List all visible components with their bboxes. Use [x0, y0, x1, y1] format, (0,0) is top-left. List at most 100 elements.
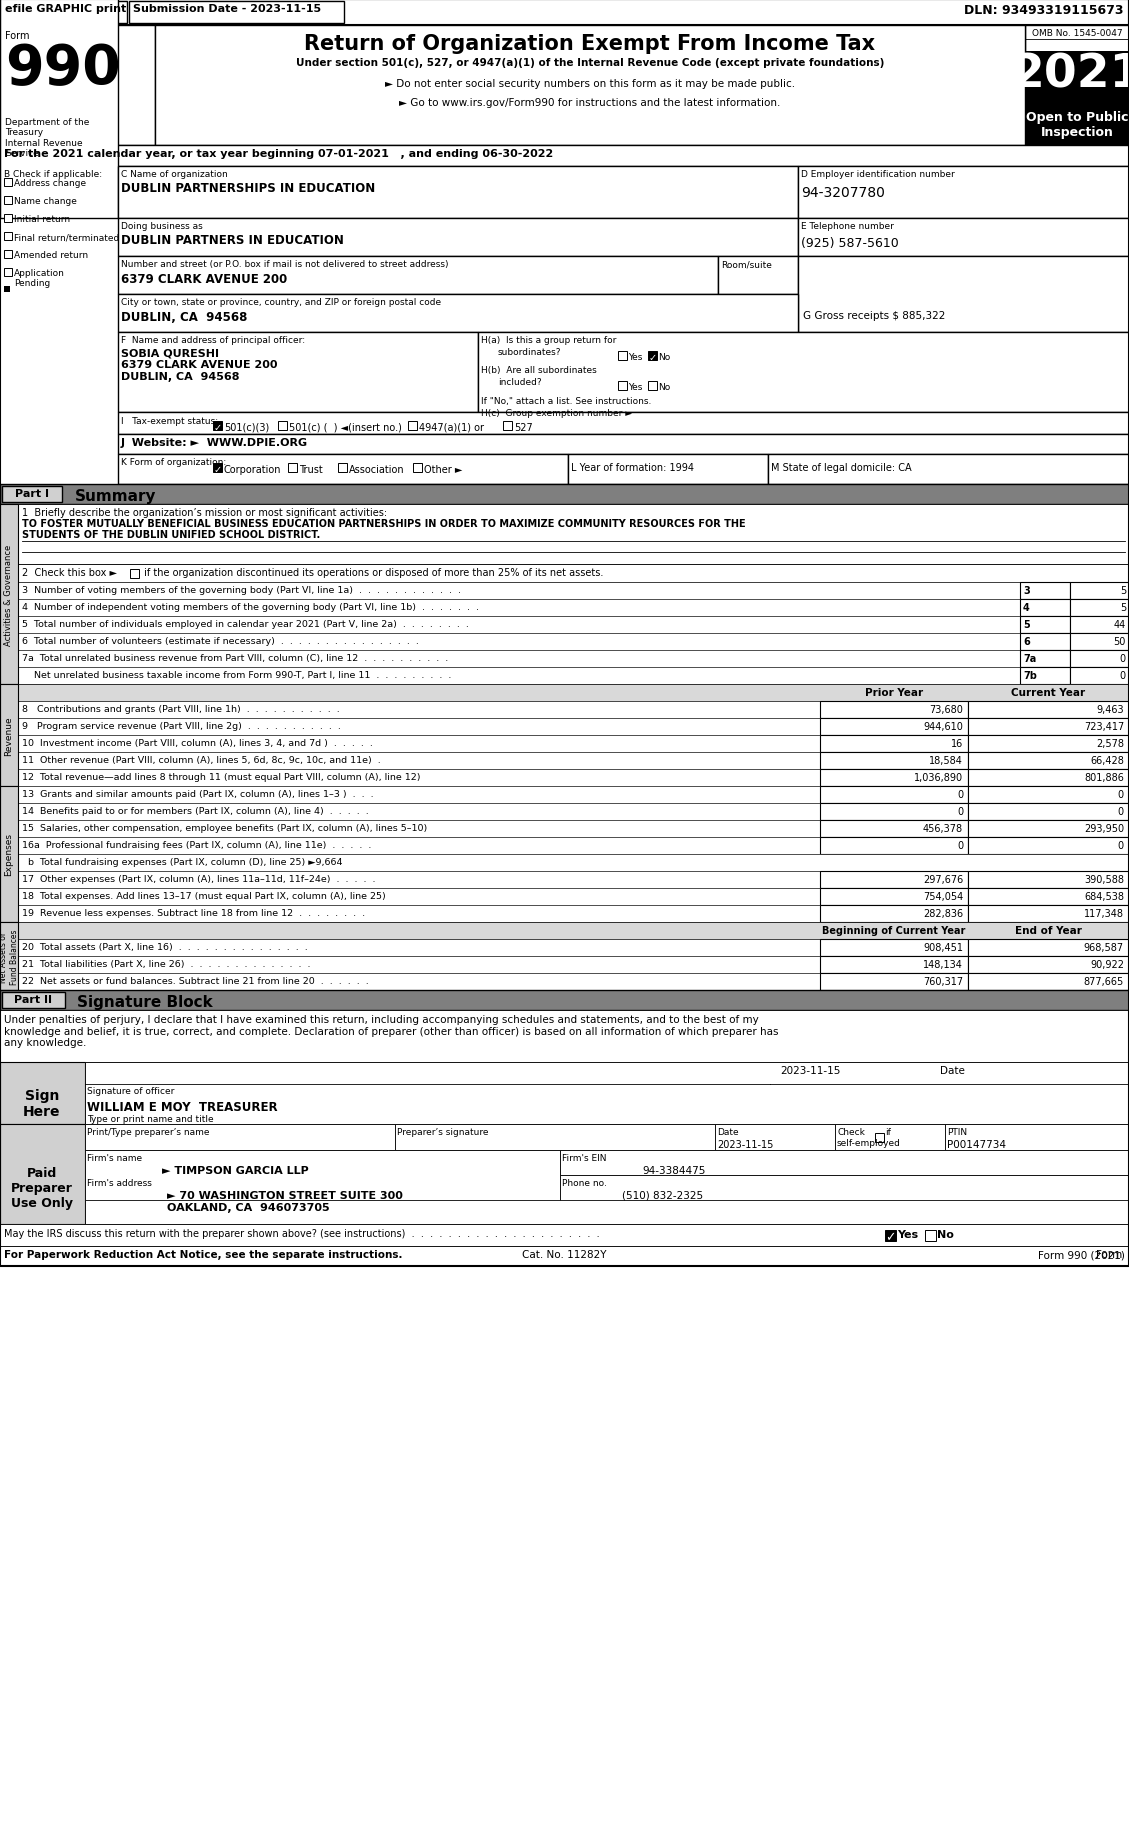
Bar: [1025, 26, 1129, 146]
Text: B Check if applicable:: B Check if applicable:: [5, 170, 102, 179]
Text: 16: 16: [951, 739, 963, 748]
Text: Under penalties of perjury, I declare that I have examined this return, includin: Under penalties of perjury, I declare th…: [5, 1014, 779, 1047]
Text: Date: Date: [717, 1127, 738, 1136]
Bar: [5, 251, 12, 258]
Text: Return of Organization Exempt From Income Tax: Return of Organization Exempt From Incom…: [305, 35, 876, 53]
Text: Form 990 (2021): Form 990 (2021): [1039, 1250, 1124, 1259]
Bar: [1070, 600, 1129, 617]
Text: 990: 990: [5, 42, 121, 95]
Bar: [945, 1124, 1129, 1151]
Text: No: No: [658, 353, 671, 362]
Text: Room/suite: Room/suite: [721, 260, 772, 269]
Text: DLN: 93493319115673: DLN: 93493319115673: [964, 4, 1124, 16]
Text: 3  Number of voting members of the governing body (Part VI, line 1a)  .  .  .  .: 3 Number of voting members of the govern…: [21, 586, 461, 595]
Bar: [0, 0, 119, 220]
Text: Yes: Yes: [898, 1230, 918, 1239]
Text: 4947(a)(1) or: 4947(a)(1) or: [419, 423, 484, 432]
Text: 0: 0: [1120, 653, 1126, 664]
Text: 50: 50: [1113, 637, 1126, 646]
Bar: [820, 787, 968, 803]
Bar: [715, 1124, 835, 1151]
Text: 297,676: 297,676: [922, 875, 963, 884]
Text: Phone no.: Phone no.: [562, 1179, 607, 1188]
Bar: [119, 436, 1129, 454]
Text: I   Tax-exempt status:: I Tax-exempt status:: [121, 417, 218, 426]
Text: ✓: ✓: [213, 423, 221, 432]
Text: 11  Other revenue (Part VIII, column (A), lines 5, 6d, 8c, 9c, 10c, and 11e)  .: 11 Other revenue (Part VIII, column (A),…: [21, 756, 380, 765]
Bar: [119, 295, 798, 333]
Text: 2023-11-15: 2023-11-15: [780, 1065, 840, 1076]
Bar: [925, 1230, 936, 1241]
Text: 12  Total revenue—add lines 8 through 11 (must equal Part VIII, column (A), line: 12 Total revenue—add lines 8 through 11 …: [21, 772, 420, 781]
Bar: [18, 871, 820, 889]
Bar: [820, 719, 968, 736]
Text: Paid
Preparer
Use Only: Paid Preparer Use Only: [11, 1166, 73, 1210]
Text: L Year of formation: 1994: L Year of formation: 1994: [571, 463, 694, 472]
Text: Beginning of Current Year: Beginning of Current Year: [822, 926, 965, 935]
Bar: [119, 167, 798, 220]
Bar: [119, 414, 1129, 436]
Text: 117,348: 117,348: [1084, 908, 1124, 919]
Text: 0: 0: [1118, 807, 1124, 816]
Text: 8   Contributions and grants (Part VIII, line 1h)  .  .  .  .  .  .  .  .  .  . : 8 Contributions and grants (Part VIII, l…: [21, 705, 340, 714]
Text: For Paperwork Reduction Act Notice, see the separate instructions.: For Paperwork Reduction Act Notice, see …: [5, 1250, 403, 1259]
Text: Yes: Yes: [628, 382, 642, 392]
Text: Preparer’s signature: Preparer’s signature: [397, 1127, 489, 1136]
Text: No: No: [937, 1230, 954, 1239]
Bar: [0, 26, 155, 146]
Text: Signature of officer: Signature of officer: [87, 1087, 174, 1096]
Bar: [1019, 582, 1070, 600]
Bar: [1025, 51, 1129, 108]
Bar: [0, 1224, 1129, 1246]
Bar: [1070, 651, 1129, 668]
Text: 0: 0: [957, 789, 963, 800]
Bar: [968, 736, 1129, 752]
Text: Expenses: Expenses: [5, 833, 14, 877]
Bar: [885, 1230, 896, 1241]
Bar: [18, 838, 820, 855]
Text: 10  Investment income (Part VIII, column (A), lines 3, 4, and 7d )  .  .  .  .  : 10 Investment income (Part VIII, column …: [21, 739, 373, 748]
Text: efile GRAPHIC print: efile GRAPHIC print: [5, 4, 126, 15]
Bar: [968, 838, 1129, 855]
Bar: [129, 2, 344, 24]
Bar: [478, 333, 1129, 414]
Text: 390,588: 390,588: [1084, 875, 1124, 884]
Text: OMB No. 1545-0047: OMB No. 1545-0047: [1032, 29, 1122, 38]
Bar: [18, 889, 820, 906]
Text: Department of the
Treasury
Internal Revenue
Service: Department of the Treasury Internal Reve…: [5, 117, 89, 157]
Bar: [820, 752, 968, 770]
Bar: [968, 974, 1129, 990]
Text: Address change: Address change: [14, 179, 86, 188]
Text: 14  Benefits paid to or for members (Part IX, column (A), line 4)  .  .  .  .  .: 14 Benefits paid to or for members (Part…: [21, 807, 369, 816]
Bar: [18, 974, 820, 990]
Text: 15  Salaries, other compensation, employee benefits (Part IX, column (A), lines : 15 Salaries, other compensation, employe…: [21, 824, 427, 833]
Text: 293,950: 293,950: [1084, 824, 1124, 833]
Bar: [820, 803, 968, 820]
Bar: [618, 351, 627, 361]
Text: 0: 0: [957, 840, 963, 851]
Bar: [768, 454, 1129, 485]
Bar: [0, 922, 18, 990]
Bar: [278, 421, 287, 430]
Bar: [968, 906, 1129, 922]
Bar: [18, 939, 820, 957]
Bar: [85, 1151, 560, 1200]
Text: ✓: ✓: [885, 1232, 896, 1244]
Bar: [155, 26, 1025, 146]
Text: 7b: 7b: [1023, 670, 1036, 681]
Text: DUBLIN, CA  94568: DUBLIN, CA 94568: [121, 371, 239, 382]
Bar: [119, 256, 718, 295]
Bar: [18, 668, 1019, 684]
Text: Name change: Name change: [14, 198, 77, 207]
Text: PTIN: PTIN: [947, 1127, 968, 1136]
Text: if: if: [885, 1127, 891, 1136]
Bar: [968, 939, 1129, 957]
Text: (510) 832-2325: (510) 832-2325: [622, 1190, 703, 1200]
Text: WILLIAM E MOY  TREASURER: WILLIAM E MOY TREASURER: [87, 1100, 278, 1113]
Bar: [1070, 582, 1129, 600]
Bar: [798, 256, 1129, 333]
Text: Current Year: Current Year: [1012, 688, 1086, 697]
Bar: [798, 220, 1129, 256]
Text: (925) 587-5610: (925) 587-5610: [800, 236, 899, 251]
Bar: [5, 269, 12, 276]
